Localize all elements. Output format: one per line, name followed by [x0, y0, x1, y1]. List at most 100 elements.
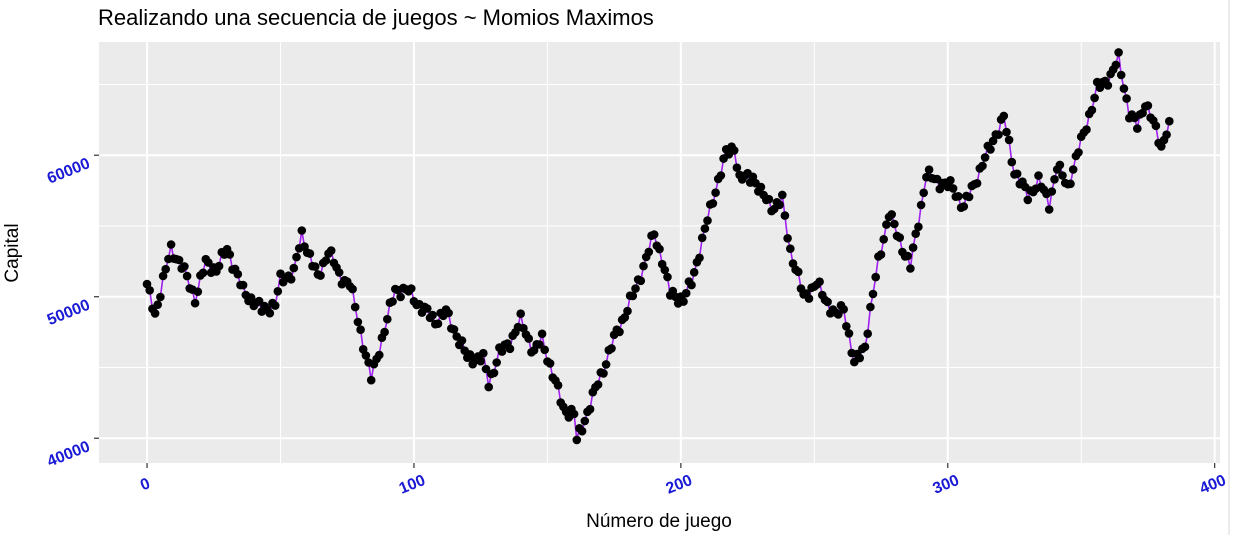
data-point [1119, 84, 1129, 93]
x-tick-label: 0 [138, 475, 153, 494]
data-point [844, 329, 854, 338]
data-point [1068, 165, 1078, 174]
data-point [375, 350, 384, 360]
data-point [166, 240, 176, 249]
data-point [238, 280, 248, 290]
data-point [1058, 171, 1067, 180]
data-point [946, 176, 955, 185]
data-point [1114, 48, 1123, 57]
data-point [700, 224, 710, 233]
data-point [484, 382, 494, 392]
data-point [388, 297, 397, 306]
data-point [860, 342, 870, 352]
data-point [1023, 195, 1033, 205]
data-point [1007, 157, 1017, 167]
data-point [1090, 93, 1099, 103]
data-point [639, 261, 648, 271]
data-point [919, 188, 928, 198]
data-point [1082, 125, 1091, 134]
data-point [1162, 130, 1171, 139]
data-point [615, 327, 624, 337]
data-point [214, 261, 224, 271]
data-point [145, 286, 154, 295]
data-point [703, 216, 712, 225]
data-point [457, 336, 467, 345]
data-point [326, 246, 336, 255]
data-point [842, 322, 851, 331]
y-tick-label: 50000 [45, 297, 93, 329]
data-point [1138, 108, 1147, 118]
y-tick-label: 60000 [45, 155, 93, 187]
data-point [273, 287, 283, 296]
data-point [786, 244, 795, 253]
data-point [270, 301, 280, 310]
data-point [353, 317, 363, 327]
data-point [972, 179, 982, 188]
data-point [225, 250, 235, 259]
data-point [535, 340, 544, 349]
data-point [433, 319, 443, 329]
data-point [265, 308, 275, 318]
data-point [383, 314, 392, 324]
data-point [999, 111, 1009, 121]
data-point [254, 296, 264, 306]
y-tick-label: 40000 [45, 438, 93, 470]
data-point [1165, 116, 1174, 126]
data-point [289, 263, 299, 273]
data-point [866, 302, 875, 312]
data-point [1047, 187, 1057, 196]
data-point [908, 243, 918, 252]
data-point [879, 235, 888, 244]
data-point [321, 256, 331, 265]
chart-title: Realizando una secuencia de juegos ~ Mom… [98, 5, 654, 30]
data-point [887, 210, 896, 219]
data-point [687, 280, 696, 290]
data-point [396, 292, 405, 302]
data-point [492, 358, 502, 367]
data-point [895, 233, 904, 242]
data-point [193, 287, 203, 297]
data-point [569, 409, 579, 419]
data-point [1055, 160, 1065, 170]
data-point [1151, 121, 1161, 131]
data-point [553, 381, 563, 390]
data-point [628, 291, 638, 301]
data-point [545, 359, 555, 368]
data-point [246, 293, 256, 302]
data-point [729, 146, 739, 155]
x-tick-label: 100 [397, 472, 428, 498]
data-point [780, 211, 790, 220]
data-point [348, 284, 357, 294]
data-point [577, 426, 587, 436]
data-point [756, 182, 766, 192]
data-point [316, 271, 325, 280]
data-point [882, 220, 891, 229]
data-point [994, 130, 1003, 139]
data-point [444, 308, 453, 318]
data-point [1087, 105, 1097, 115]
data-point [310, 262, 320, 271]
data-point [537, 329, 547, 339]
data-point [524, 334, 533, 343]
data-point [1122, 94, 1131, 103]
data-point [644, 247, 654, 257]
data-point [428, 310, 437, 320]
data-point [150, 309, 160, 318]
data-point [623, 306, 632, 316]
data-point [380, 327, 389, 337]
data-point [697, 233, 707, 243]
data-point [695, 253, 704, 263]
data-point [599, 369, 608, 378]
data-point [679, 297, 688, 306]
data-point [479, 348, 488, 358]
data-point [631, 284, 640, 293]
data-point [292, 252, 301, 262]
data-point [516, 309, 525, 319]
data-point [911, 229, 920, 238]
data-point [876, 250, 886, 259]
data-point [783, 234, 792, 243]
data-point [732, 163, 742, 172]
series [142, 48, 1174, 445]
data-point [636, 276, 646, 286]
